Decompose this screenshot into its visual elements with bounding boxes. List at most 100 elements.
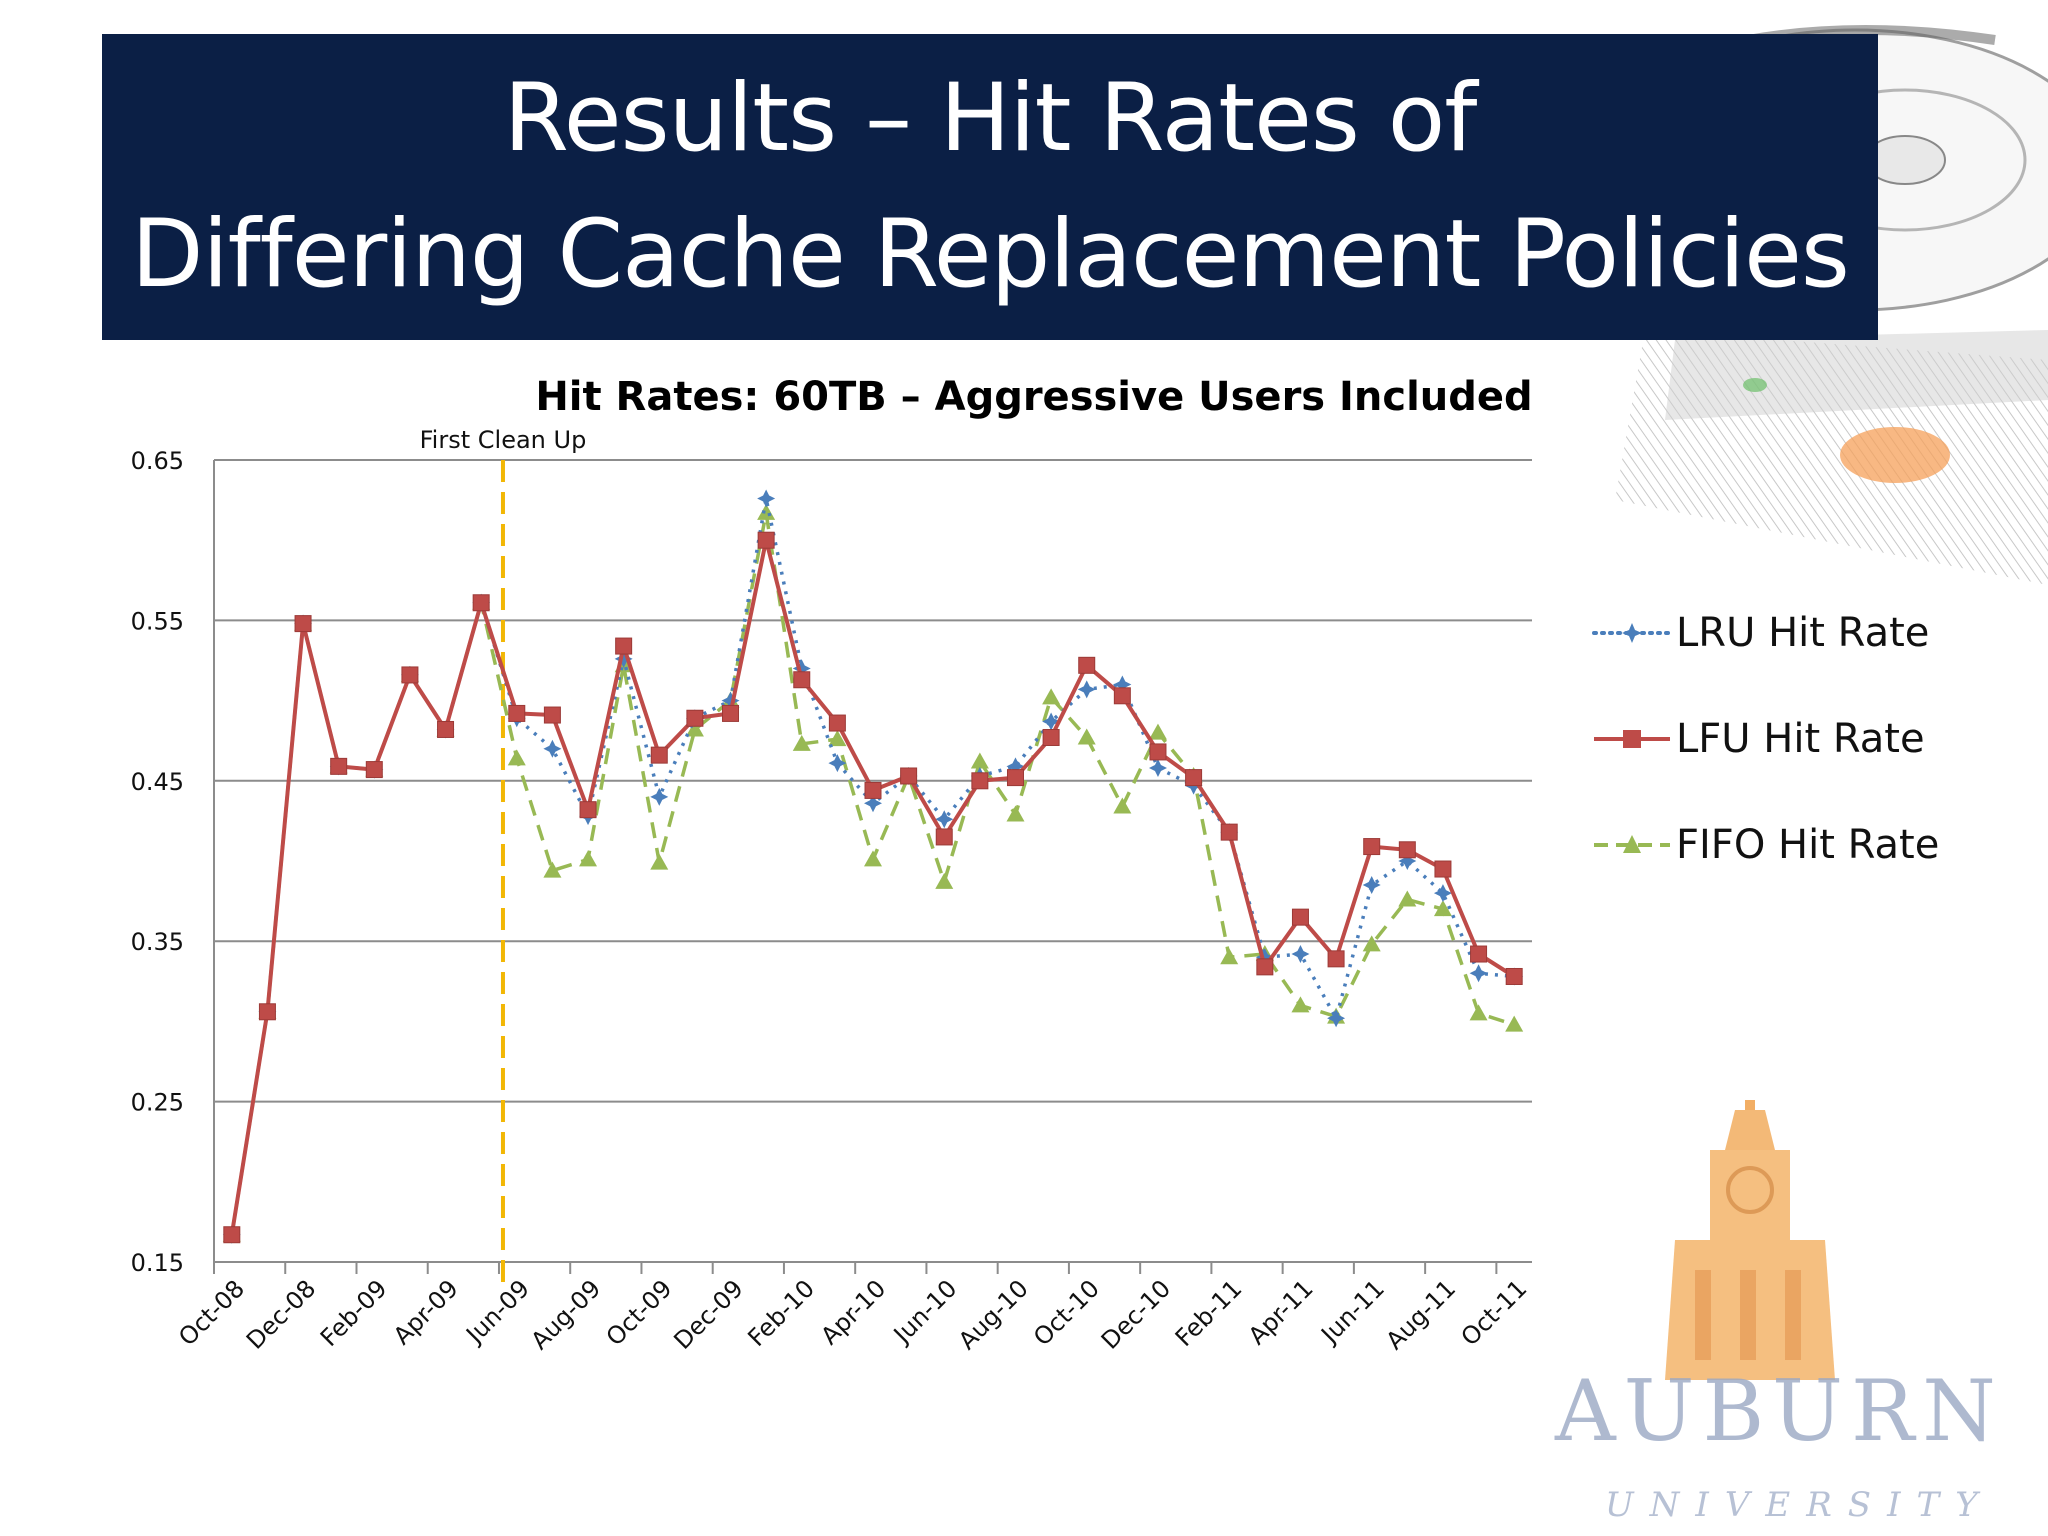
point-lfu	[615, 637, 633, 655]
point-fifo	[828, 730, 847, 747]
point-lru	[721, 691, 740, 710]
x-tick-label: Feb-09	[315, 1274, 393, 1352]
point-lfu	[1398, 841, 1416, 859]
x-tick-label: Aug-11	[1381, 1274, 1462, 1355]
x-tick-label: Oct-10	[1028, 1274, 1105, 1351]
legend-item-fifo: FIFO Hit Rate	[1592, 792, 1939, 898]
point-lru	[1433, 884, 1452, 903]
x-tick-label: Dec-08	[241, 1274, 321, 1354]
point-fifo	[864, 850, 882, 867]
point-lru	[935, 810, 954, 829]
point-lru	[864, 794, 882, 813]
point-lfu	[1220, 823, 1238, 841]
point-lfu	[1042, 728, 1060, 746]
chart-title: Hit Rates: 60TB – Aggressive Users Inclu…	[535, 374, 1532, 420]
university-logo-text: UNIVERSITY	[1605, 1485, 1994, 1525]
x-tick-label: Oct-08	[173, 1274, 250, 1351]
point-lfu	[1078, 656, 1096, 674]
point-lfu	[793, 671, 811, 689]
point-lru	[1327, 1009, 1346, 1028]
point-lru	[1077, 680, 1096, 699]
first-clean-up-label: First Clean Up	[420, 426, 587, 454]
legend-swatch-fifo	[1594, 835, 1670, 853]
point-lfu	[437, 720, 455, 738]
point-lfu	[1006, 769, 1024, 787]
point-lfu	[1113, 687, 1131, 705]
point-lru	[614, 649, 633, 668]
point-fifo	[1469, 1004, 1488, 1021]
chart-legend: LRU Hit Rate LFU Hit Rate FIFO Hit Rate	[1592, 580, 1939, 898]
x-tick-label: Jun-09	[460, 1274, 535, 1349]
point-lfu	[1256, 958, 1274, 976]
point-lfu	[258, 1003, 276, 1021]
point-fifo	[1042, 688, 1061, 705]
point-lfu	[757, 531, 775, 549]
point-lfu	[828, 714, 846, 732]
slide-title-line-1: Results – Hit Rates of	[503, 64, 1478, 173]
point-fifo	[507, 749, 526, 766]
point-lru	[828, 754, 847, 773]
legend-label-fifo: FIFO Hit Rate	[1676, 822, 1940, 868]
auburn-logo-text: AUBURN	[1554, 1362, 2004, 1460]
point-fifo	[1505, 1015, 1524, 1032]
point-fifo	[650, 853, 669, 870]
legend-label-lru: LRU Hit Rate	[1676, 610, 1930, 656]
legend-swatch-lfu	[1594, 730, 1670, 748]
point-lfu	[686, 709, 704, 727]
point-lru	[1148, 758, 1167, 777]
point-lfu	[650, 746, 668, 764]
point-lfu	[1363, 838, 1381, 856]
x-tick-label: Feb-11	[1170, 1274, 1248, 1352]
x-tick-label: Oct-11	[1456, 1274, 1533, 1351]
y-tick-label: 0.25	[131, 1089, 184, 1117]
x-tick-label: Dec-09	[668, 1274, 748, 1354]
point-fifo	[935, 872, 954, 889]
series-line-lfu	[229, 538, 1516, 1236]
point-lru	[1362, 876, 1381, 895]
y-tick-label: 0.65	[131, 447, 184, 475]
point-fifo	[1362, 935, 1381, 952]
point-lfu	[1291, 908, 1309, 926]
point-fifo	[757, 503, 776, 520]
point-lfu	[579, 801, 597, 819]
point-fifo	[1148, 723, 1167, 740]
point-lfu	[223, 1226, 241, 1244]
point-lru	[543, 739, 562, 758]
point-lru	[757, 489, 776, 508]
point-lfu	[971, 772, 989, 790]
point-lru	[1255, 948, 1274, 967]
legend-label-lfu: LFU Hit Rate	[1676, 716, 1925, 762]
hit-rate-line-chart: Hit Rates: 60TB – Aggressive Users Inclu…	[131, 374, 1533, 1355]
point-fifo	[1433, 900, 1452, 917]
legend-item-lru: LRU Hit Rate	[1592, 580, 1939, 686]
point-fifo	[543, 861, 562, 878]
y-tick-label: 0.15	[131, 1249, 184, 1277]
y-tick-label: 0.55	[131, 607, 184, 635]
x-tick-label: Jun-11	[1314, 1274, 1389, 1349]
point-fifo	[1220, 948, 1239, 965]
legend-item-lfu: LFU Hit Rate	[1592, 686, 1939, 792]
point-lfu	[401, 666, 419, 684]
point-fifo	[792, 734, 811, 751]
point-lfu	[935, 828, 953, 846]
x-tick-label: Dec-10	[1096, 1274, 1176, 1354]
slide-title-line-2: Differing Cache Replacement Policies	[131, 200, 1850, 309]
point-lru	[792, 659, 811, 678]
point-lfu	[722, 704, 740, 722]
point-lfu	[1434, 860, 1452, 878]
x-tick-label: Apr-11	[1243, 1274, 1319, 1350]
point-lfu	[1327, 950, 1345, 968]
title-banner: Results – Hit Rates of Differing Cache R…	[102, 34, 1878, 340]
auburn-tower-logo: AUBURN UNIVERSITY	[1554, 1100, 2004, 1525]
point-lru	[1398, 852, 1417, 870]
point-fifo	[685, 720, 704, 737]
point-lru	[1042, 712, 1061, 731]
point-fifo	[1291, 996, 1310, 1013]
point-fifo	[1113, 797, 1132, 814]
point-lfu	[1149, 743, 1167, 761]
point-lru	[1291, 945, 1310, 964]
x-tick-label: Oct-09	[601, 1274, 678, 1351]
point-lru	[1469, 964, 1488, 983]
point-lru	[650, 787, 669, 806]
